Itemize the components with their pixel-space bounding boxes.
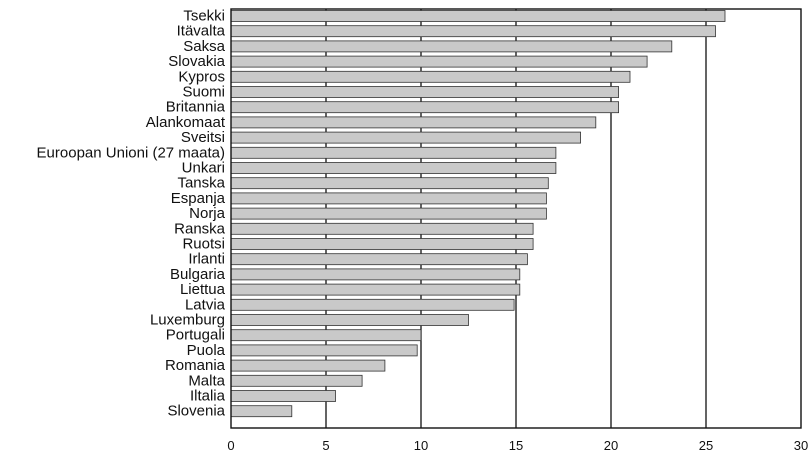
bar-3: [230, 55, 648, 68]
category-label: Slovenia: [167, 403, 225, 420]
category-label: Norja: [189, 205, 226, 222]
bar-5: [230, 86, 620, 98]
category-label: Bulgaria: [170, 266, 226, 283]
category-label: Saksa: [183, 38, 225, 55]
bar-6: [230, 101, 620, 114]
x-tick-label: 10: [414, 438, 428, 453]
bar-17: [230, 268, 521, 281]
bar-13: [230, 207, 547, 220]
bar-20: [230, 314, 469, 326]
category-label: Ranska: [174, 220, 226, 237]
category-label: Euroopan Unioni (27 maata): [37, 144, 225, 161]
bar-22: [230, 344, 418, 357]
category-label: Ruotsi: [182, 236, 225, 253]
bar-23: [230, 359, 386, 372]
bar-1: [230, 25, 716, 38]
bar-8: [230, 131, 582, 144]
bar-18: [230, 283, 521, 296]
category-label: Alankomaat: [146, 114, 226, 131]
bar-7: [230, 116, 597, 129]
category-label: Slovakia: [168, 53, 225, 70]
bar-24: [230, 374, 363, 387]
category-label: Kypros: [178, 68, 225, 85]
category-label: Latvia: [185, 296, 226, 313]
bar-25: [230, 390, 336, 402]
category-label: Unkari: [182, 160, 225, 177]
bar-21: [230, 329, 422, 342]
category-label: Liettua: [180, 281, 226, 298]
category-label: Portugali: [166, 327, 225, 344]
category-label: Romania: [165, 357, 226, 374]
category-label: Sveitsi: [181, 129, 225, 146]
x-tick-label: 25: [699, 438, 713, 453]
bar-16: [230, 253, 528, 266]
category-label: Iltalia: [190, 388, 226, 405]
bar-12: [230, 192, 547, 205]
category-labels: TsekkiItävaltaSaksaSlovakiaKyprosSuomiBr…: [37, 8, 226, 420]
category-label: Espanja: [171, 190, 226, 207]
bar-0: [230, 10, 726, 22]
category-label: Suomi: [182, 84, 225, 101]
category-label: Malta: [188, 372, 225, 389]
plot-border: [230, 8, 802, 429]
bar-15: [230, 238, 534, 250]
x-tick-label: 15: [509, 438, 523, 453]
bar-19: [230, 298, 515, 311]
bar-14: [230, 222, 534, 235]
category-label: Puola: [187, 342, 226, 359]
category-label: Tanska: [177, 175, 225, 192]
bar-9: [230, 146, 557, 159]
x-tick-labels: 0 5 10 15 20 25 30: [227, 438, 808, 453]
bar-26: [230, 405, 293, 418]
bars: [230, 10, 726, 418]
x-tick-label: 20: [604, 438, 618, 453]
category-label: Britannia: [166, 99, 226, 116]
x-tick-label: 0: [227, 438, 234, 453]
category-label: Luxemburg: [150, 312, 225, 329]
bar-2: [230, 40, 673, 53]
x-tick-label: 30: [794, 438, 808, 453]
category-label: Tsekki: [183, 8, 225, 25]
bar-4: [230, 70, 631, 83]
x-tick-label: 5: [322, 438, 329, 453]
bar-11: [230, 177, 549, 190]
bar-10: [230, 162, 557, 174]
category-label: Itävalta: [177, 23, 226, 40]
category-label: Irlanti: [188, 251, 225, 268]
plot-frame: [230, 8, 802, 429]
